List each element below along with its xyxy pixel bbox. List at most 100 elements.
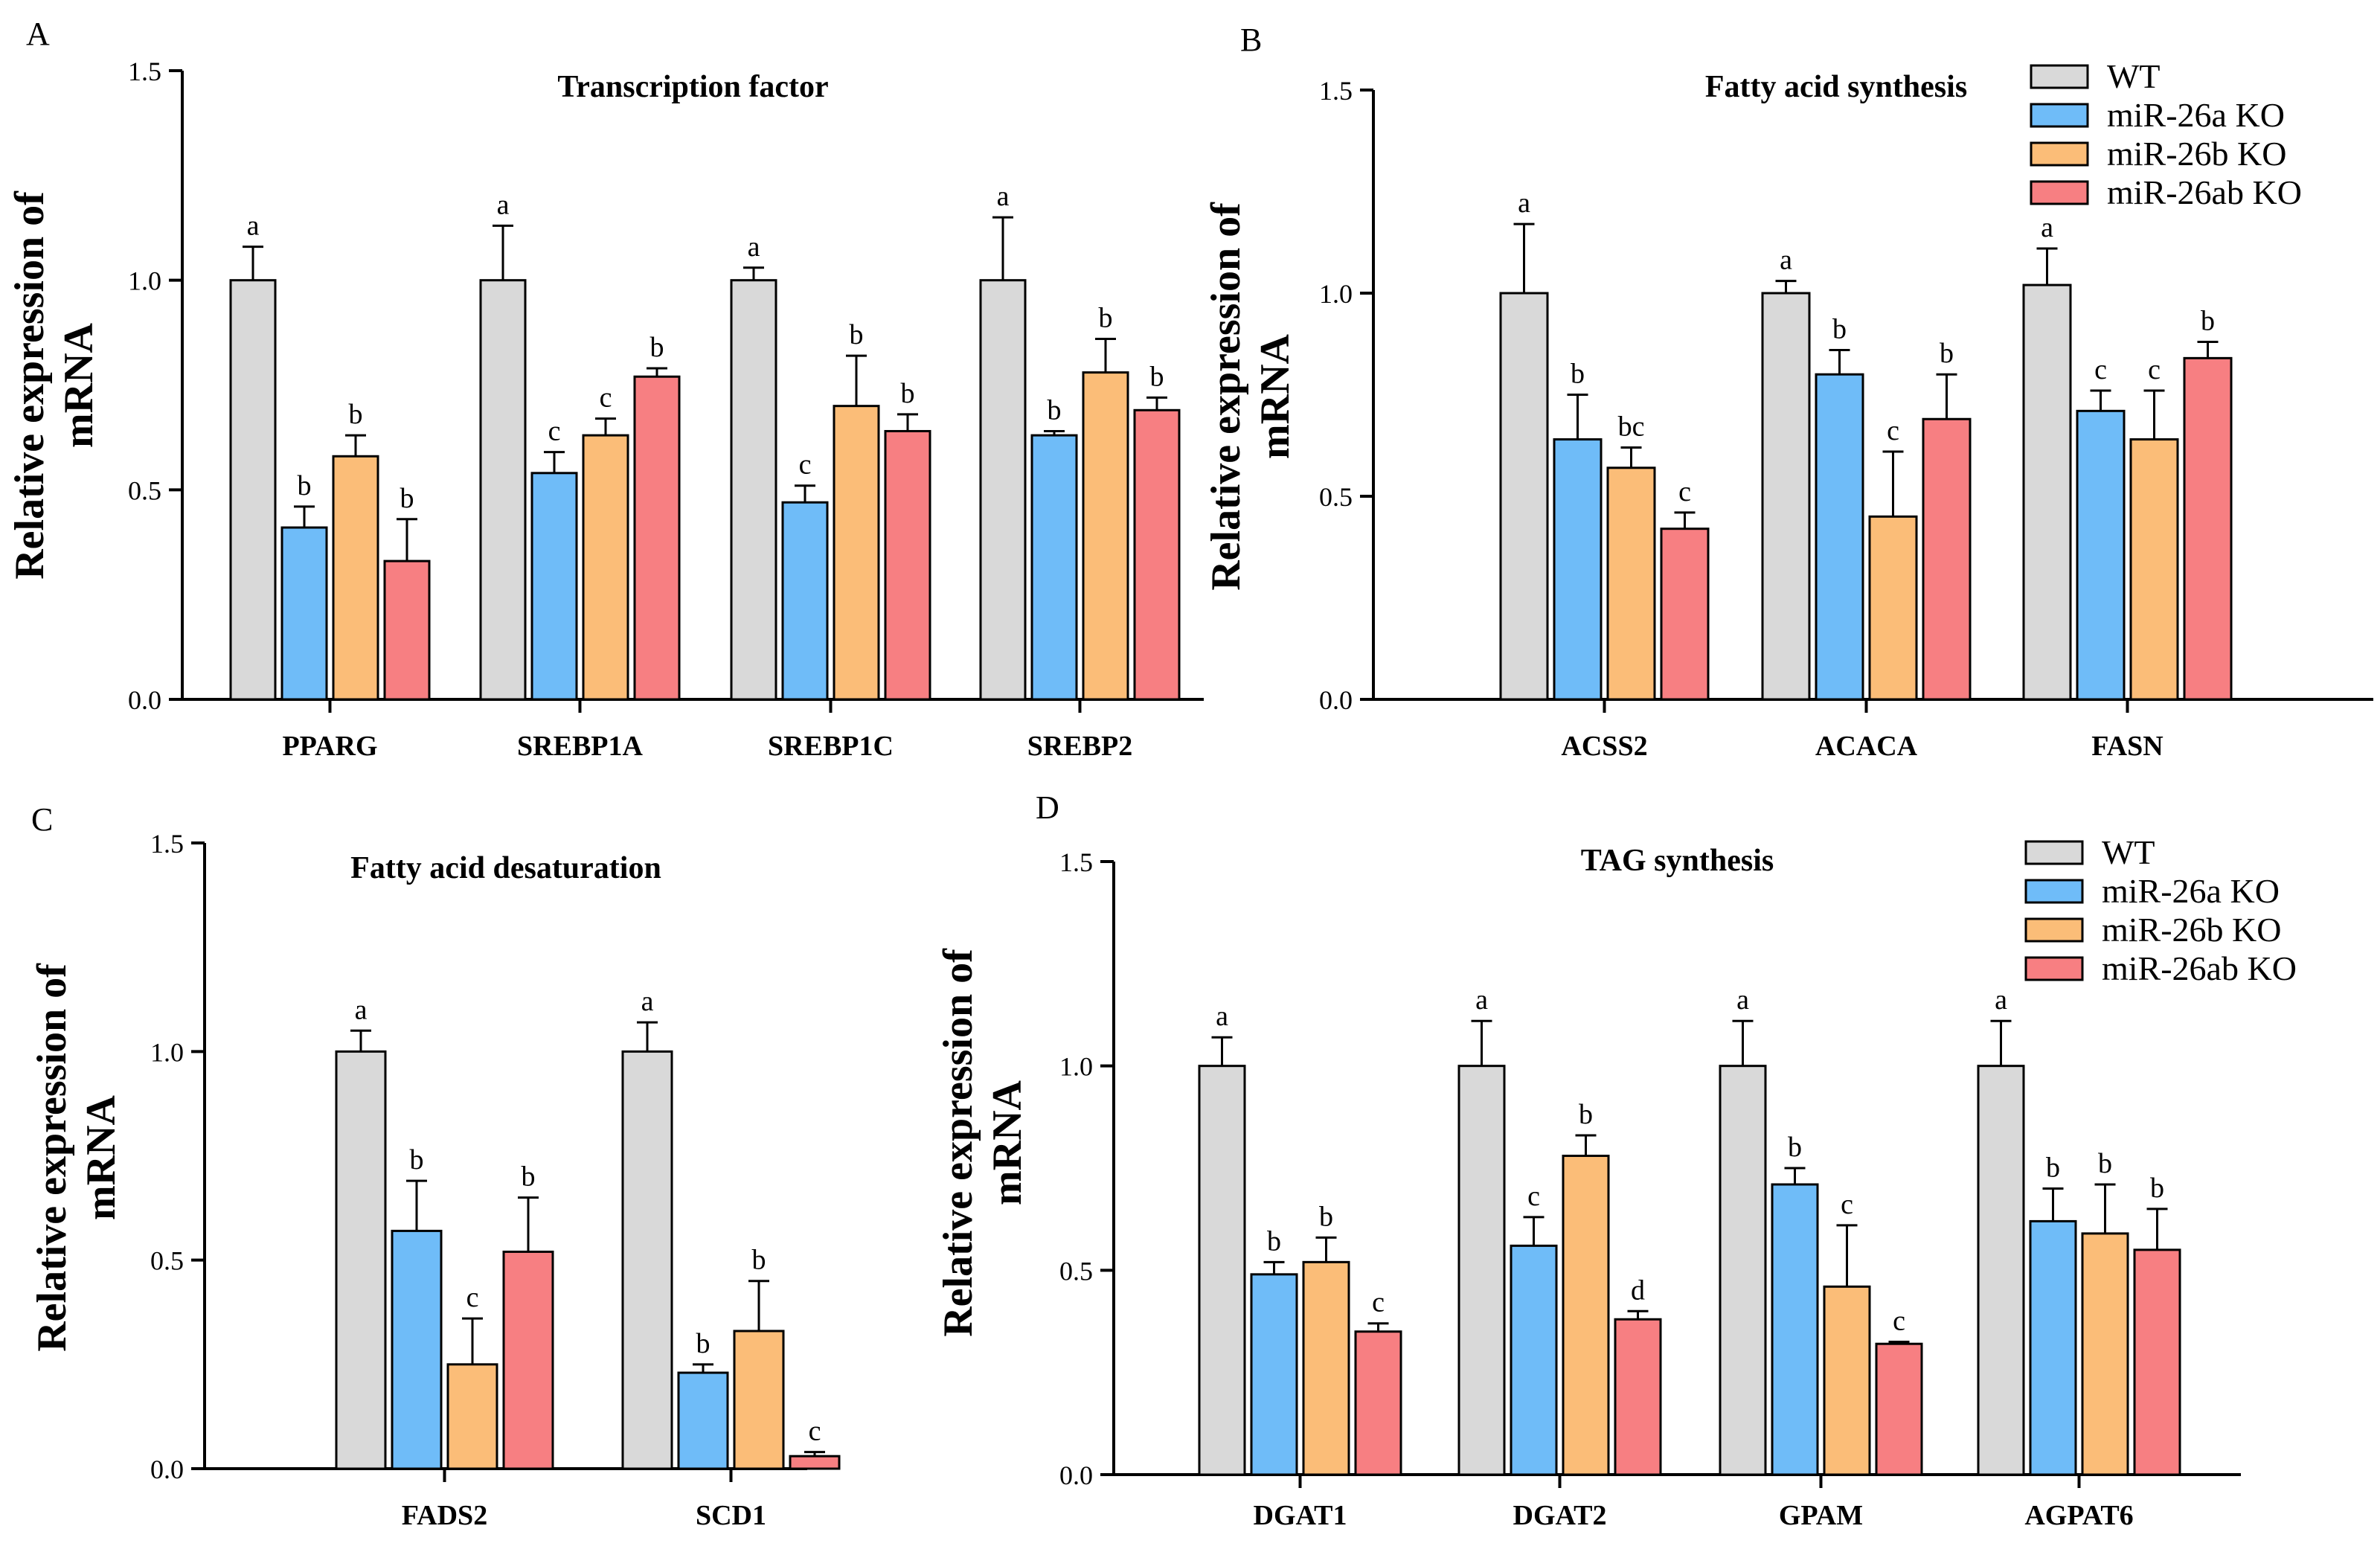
significance-letter: b: [752, 1245, 766, 1276]
legend-label: miR-26a KO: [2102, 872, 2280, 910]
bar: [1133, 408, 1181, 701]
bar: [1606, 466, 1656, 701]
x-tick-label: SCD1: [696, 1500, 766, 1531]
bar: [582, 434, 629, 701]
significance-letter: c: [1372, 1287, 1385, 1318]
bar: [1868, 515, 1918, 701]
y-tick-label: 0.0: [1059, 1460, 1093, 1490]
bar: [1719, 1065, 1767, 1476]
significance-letter: c: [548, 416, 561, 447]
x-tick-label: GPAM: [1779, 1500, 1863, 1531]
bar: [229, 279, 277, 701]
bar: [1875, 1342, 1923, 1476]
significance-letter: b: [1267, 1225, 1281, 1257]
legend-label: miR-26b KO: [2107, 135, 2287, 173]
bar: [621, 1050, 673, 1470]
legend-swatch: [2030, 141, 2089, 167]
y-tick-label: 0.5: [150, 1246, 184, 1276]
bar: [1354, 1330, 1402, 1476]
bar: [1553, 438, 1603, 701]
significance-letter: a: [2041, 212, 2053, 243]
bar: [1815, 373, 1864, 701]
bar: [332, 455, 379, 701]
significance-letter: c: [600, 382, 612, 414]
y-tick-label: 1.0: [150, 1037, 184, 1067]
y-axis-label-line1: Relative expression of: [1203, 202, 1249, 591]
legend-label: miR-26ab KO: [2107, 173, 2302, 211]
significance-letter: b: [349, 399, 363, 430]
y-tick-label: 0.5: [128, 475, 161, 505]
bar: [530, 472, 578, 701]
y-axis-label-line2: mRNA: [78, 1094, 124, 1220]
significance-letter: a: [497, 189, 510, 220]
bar: [677, 1371, 729, 1470]
bar: [2081, 1232, 2129, 1476]
y-tick-label: 1.5: [128, 57, 161, 86]
y-axis-label: Relative expression ofmRNA: [1203, 202, 1298, 591]
legend-swatch: [2030, 180, 2089, 205]
significance-letter: b: [2201, 306, 2215, 337]
chart-title: Transcription factor: [557, 70, 828, 104]
bar: [1922, 417, 1972, 701]
x-tick-label: AGPAT6: [2024, 1500, 2133, 1531]
bar: [884, 429, 931, 701]
significance-letter: b: [1099, 303, 1113, 334]
significance-letter: b: [1940, 338, 1954, 369]
significance-letter: c: [1893, 1305, 1905, 1336]
significance-letter: c: [2094, 354, 2107, 385]
significance-letter: a: [748, 231, 760, 263]
bar: [2129, 438, 2179, 701]
panel-B: B Fatty acid synthesis Relative expression…: [1203, 22, 2373, 762]
x-tick-label: ACSS2: [1561, 731, 1647, 762]
significance-letter: a: [1995, 984, 2007, 1016]
bar: [2183, 356, 2233, 701]
y-axis-label-line1: Relative expression of: [7, 190, 53, 580]
significance-letter: b: [650, 332, 664, 363]
legend-label: miR-26a KO: [2107, 96, 2285, 134]
significance-letter: c: [2148, 354, 2161, 385]
significance-letter: bc: [1618, 411, 1645, 442]
significance-letter: b: [2098, 1148, 2112, 1179]
significance-letter: c: [1678, 476, 1691, 507]
bar: [2029, 1219, 2077, 1476]
bar: [502, 1250, 554, 1470]
x-tick-label: SREBP1A: [517, 731, 643, 762]
bar: [1614, 1318, 1662, 1476]
bar: [280, 526, 328, 701]
significance-letter: a: [1216, 1001, 1228, 1032]
y-tick-label: 1.0: [128, 266, 161, 296]
y-axis-label-line2: mRNA: [1252, 333, 1298, 459]
panel-label: B: [1240, 22, 1262, 58]
bar: [2022, 283, 2072, 701]
panel-A: A Transcription factor Relative expression…: [7, 16, 1204, 762]
significance-letter: b: [1319, 1201, 1333, 1232]
significance-letter: a: [1780, 245, 1792, 276]
legend-label: miR-26b KO: [2102, 911, 2282, 949]
significance-letter: b: [400, 483, 414, 514]
significance-letter: b: [1579, 1099, 1593, 1130]
y-axis-label: Relative expression ofmRNA: [7, 190, 102, 580]
bar: [1660, 528, 1710, 701]
significance-letter: b: [1048, 394, 1062, 426]
significance-letter: a: [997, 181, 1010, 212]
significance-letter: b: [901, 378, 915, 409]
y-axis-label: Relative expression ofmRNA: [29, 963, 124, 1352]
significance-letter: a: [1475, 984, 1488, 1016]
legend-label: miR-26ab KO: [2102, 949, 2297, 987]
bar: [781, 501, 829, 701]
legend-label: WT: [2102, 833, 2155, 871]
bar: [335, 1050, 387, 1470]
x-tick-label: SREBP2: [1027, 731, 1132, 762]
significance-letter: c: [799, 449, 812, 481]
significance-letter: b: [2150, 1173, 2164, 1204]
significance-letter: a: [641, 986, 654, 1017]
significance-letter: b: [1571, 359, 1585, 390]
significance-letter: b: [1832, 313, 1847, 344]
bar: [383, 559, 431, 701]
significance-letter: b: [2046, 1152, 2060, 1183]
bar: [789, 1455, 841, 1470]
y-tick-label: 0.5: [1319, 482, 1353, 512]
bar: [1082, 371, 1129, 701]
